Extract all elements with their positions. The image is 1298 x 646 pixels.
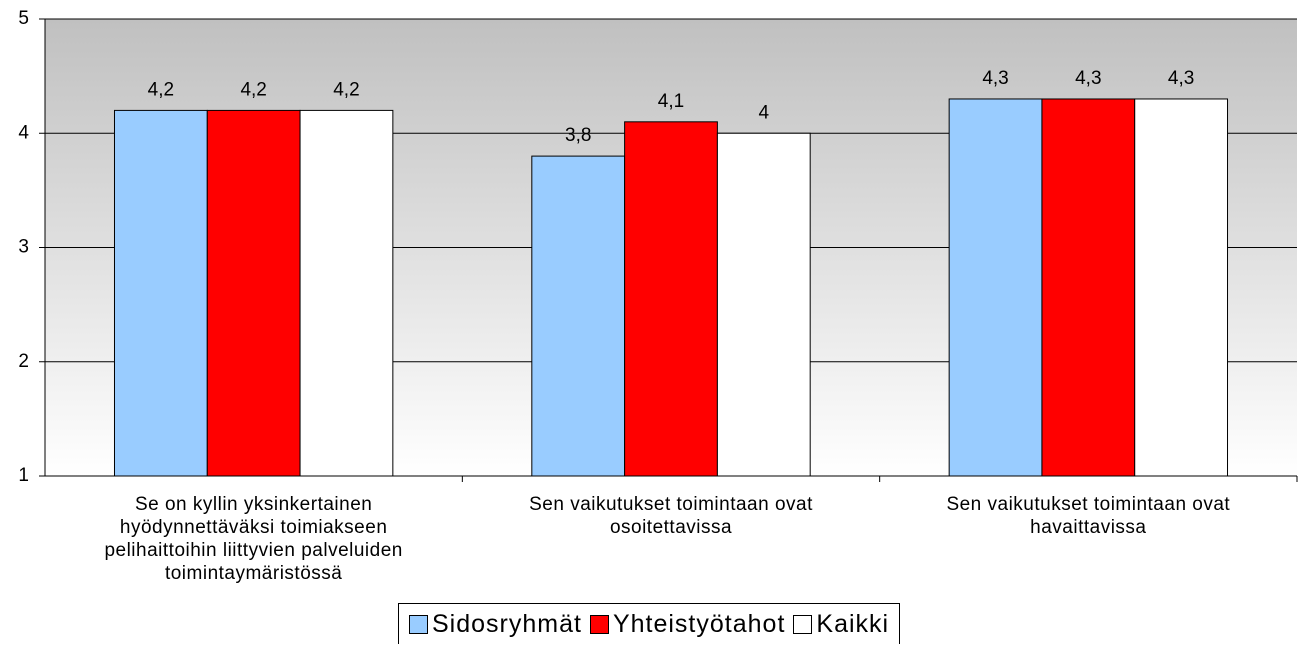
legend-label: Sidosryhmät: [432, 609, 582, 638]
legend-label: Kaikki: [816, 609, 890, 638]
bar: [948, 98, 1043, 477]
y-tick-label: 1: [18, 465, 29, 486]
legend-swatch: [409, 614, 428, 634]
bar: [1134, 98, 1229, 477]
value-label: 4,3: [1168, 68, 1194, 89]
value-label: 4,3: [982, 68, 1008, 89]
legend-label: Yhteistyötahot: [612, 609, 786, 638]
value-label: 4,3: [1075, 68, 1101, 89]
bar: [716, 132, 811, 477]
x-tick-label: Sen vaikutukset toimintaan ovat osoitett…: [529, 494, 813, 538]
bar: [1041, 98, 1136, 477]
y-tick-label: 3: [18, 237, 29, 258]
x-tick-label: Se on kyllin yksinkertainen hyödynnettäv…: [104, 494, 403, 584]
bar: [624, 121, 718, 477]
y-tick-label: 4: [18, 122, 29, 143]
legend-item: Sidosryhmät: [409, 610, 582, 639]
legend-swatch: [793, 614, 813, 634]
y-tick-label: 5: [18, 8, 29, 29]
legend-item: Kaikki: [793, 610, 889, 639]
legend-item: Yhteistyötahot: [589, 609, 786, 639]
x-tick-label: Sen vaikutukset toimintaan ovat havaitta…: [946, 494, 1231, 538]
value-label: 4,2: [148, 79, 174, 100]
value-label: 4,2: [240, 79, 266, 100]
value-label: 4,1: [658, 91, 684, 112]
bar: [299, 109, 394, 477]
bar: [206, 109, 301, 477]
bar: [113, 109, 208, 477]
legend-swatch: [589, 614, 609, 634]
legend: Sidosryhmät Yhteistyötahot Kaikki: [398, 603, 901, 644]
value-label: 4: [758, 102, 769, 123]
y-tick-label: 2: [18, 351, 29, 372]
bar: [531, 155, 626, 477]
value-label: 3,8: [565, 125, 591, 146]
value-label: 4,2: [333, 79, 359, 100]
